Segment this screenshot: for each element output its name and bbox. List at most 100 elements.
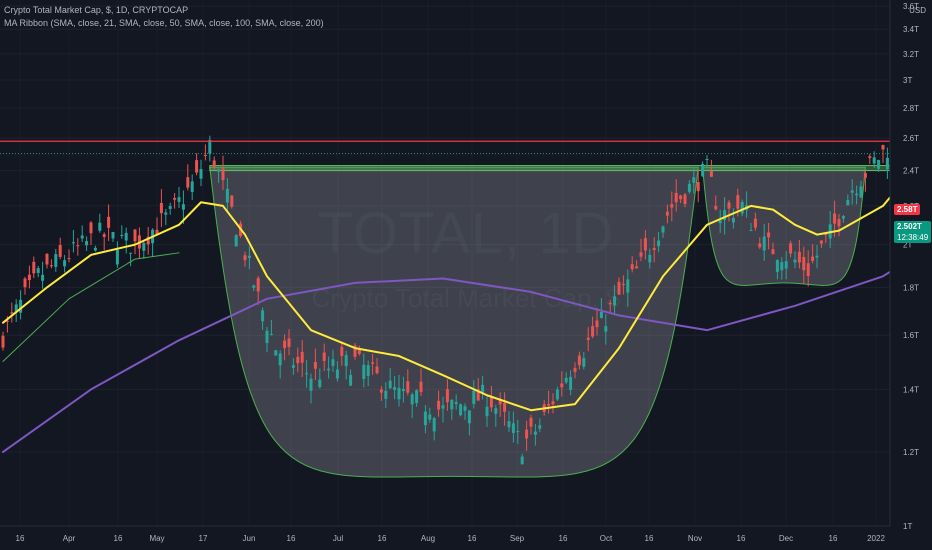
candle-body xyxy=(643,238,647,251)
symbol-info[interactable]: Crypto Total Market Cap, $, 1D, CRYPTOCA… xyxy=(4,5,189,15)
candle-body xyxy=(841,216,845,219)
candle-body xyxy=(749,230,753,232)
candle-body xyxy=(49,265,53,267)
candle-body xyxy=(819,240,823,244)
candle-body xyxy=(195,160,199,173)
candle-body xyxy=(410,394,414,405)
price-tick-label: 3.4T xyxy=(903,25,919,34)
candle-body xyxy=(859,186,863,198)
candle-body xyxy=(278,353,282,366)
price-tick-label: 1T xyxy=(903,522,912,531)
chart-legend: Crypto Total Market Cap, $, 1D, CRYPTOCA… xyxy=(4,4,324,30)
watermark-name: Crypto Total Market Cap, $ xyxy=(311,283,621,313)
candle-body xyxy=(714,206,718,210)
candle-body xyxy=(331,359,335,366)
candle-body xyxy=(247,255,251,258)
candle-body xyxy=(696,182,700,192)
time-tick-label: 16 xyxy=(16,534,25,543)
candle-body xyxy=(701,163,705,177)
price-tick-label: 3.2T xyxy=(903,50,919,59)
candle-body xyxy=(159,203,163,214)
time-tick-label: Sep xyxy=(510,534,525,543)
candle-body xyxy=(881,145,885,150)
candle-body xyxy=(124,232,128,241)
candle-body xyxy=(868,156,872,158)
indicator-info[interactable]: MA Ribbon (SMA, close, 21, SMA, close, 5… xyxy=(4,18,324,28)
candle-body xyxy=(551,401,555,405)
candle-body xyxy=(269,333,273,335)
candle-body xyxy=(494,408,498,414)
candle-body xyxy=(630,264,634,270)
candle-body xyxy=(679,195,683,200)
candle-body xyxy=(393,387,397,390)
candle-body xyxy=(437,400,441,410)
candle-body xyxy=(225,188,229,203)
time-tick-label: Jul xyxy=(333,534,343,543)
candle-body xyxy=(14,304,18,312)
candle-body xyxy=(335,369,339,379)
time-axis[interactable]: 16 Apr 16 May 17 Jun 16 Jul 16 Aug 16 Sep 16 Oct 16 Nov… xyxy=(0,525,890,543)
candle-body xyxy=(538,425,542,429)
candle-body xyxy=(635,266,639,269)
candle-body xyxy=(283,340,287,348)
candle-body xyxy=(582,358,586,367)
candle-body xyxy=(234,235,238,247)
price-tick-label: 1.2T xyxy=(903,448,919,457)
candle-body xyxy=(1,335,5,348)
candle-body xyxy=(146,236,150,245)
candle-body xyxy=(503,402,507,412)
candle-body xyxy=(291,365,295,368)
candle-body xyxy=(459,404,463,416)
candle-body xyxy=(846,199,850,206)
candle-body xyxy=(683,194,687,204)
candle-body xyxy=(472,390,476,404)
candle-body xyxy=(661,226,665,233)
candle-body xyxy=(569,376,573,390)
pattern-zones xyxy=(209,165,932,478)
candle-body xyxy=(164,212,168,215)
candle-body xyxy=(54,254,58,267)
time-tick-label: 16 xyxy=(287,534,296,543)
candle-body xyxy=(617,281,621,295)
candle-body xyxy=(665,211,669,216)
candle-body xyxy=(529,417,533,427)
candle-body xyxy=(872,157,876,164)
candle-body xyxy=(652,248,656,251)
candle-body xyxy=(485,406,489,417)
candle-body xyxy=(591,326,595,337)
candle-body xyxy=(133,229,137,242)
candle-body xyxy=(318,379,322,388)
candle-body xyxy=(322,352,326,361)
ma-yellow-line xyxy=(2,178,906,412)
candle-body xyxy=(432,418,436,432)
currency-label[interactable]: USD xyxy=(909,6,926,15)
price-tick-label: 2T xyxy=(903,241,912,250)
candle-body xyxy=(397,387,401,400)
price-tick-label: 2.8T xyxy=(903,104,919,113)
candle-body xyxy=(309,378,313,391)
candle-body xyxy=(573,368,577,372)
candle-body xyxy=(775,260,779,272)
candle-body xyxy=(709,170,713,177)
candle-body xyxy=(520,456,524,465)
price-axis[interactable]: 1T1.2T1.4T1.6T1.8T2T2.2T2.4T2.6T2.8T3T3.… xyxy=(889,0,932,550)
time-tick-label: 17 xyxy=(199,534,208,543)
candle-body xyxy=(797,251,801,263)
candle-body xyxy=(604,326,608,332)
candle-body xyxy=(212,160,216,167)
watermark-ticker: TOTAL, 1D xyxy=(317,201,615,266)
candle-body xyxy=(362,364,366,379)
candle-body xyxy=(256,278,260,292)
candle-body xyxy=(525,429,529,439)
candle-body xyxy=(129,252,133,254)
candle-body xyxy=(305,373,309,375)
candle-body xyxy=(190,181,194,192)
candle-body xyxy=(406,381,410,393)
candle-body xyxy=(274,350,278,356)
candle-body xyxy=(296,356,300,364)
time-tick-label: Jun xyxy=(243,534,256,543)
neckline-zone xyxy=(209,165,932,172)
candle-body xyxy=(815,255,819,258)
candle-body xyxy=(850,190,854,193)
